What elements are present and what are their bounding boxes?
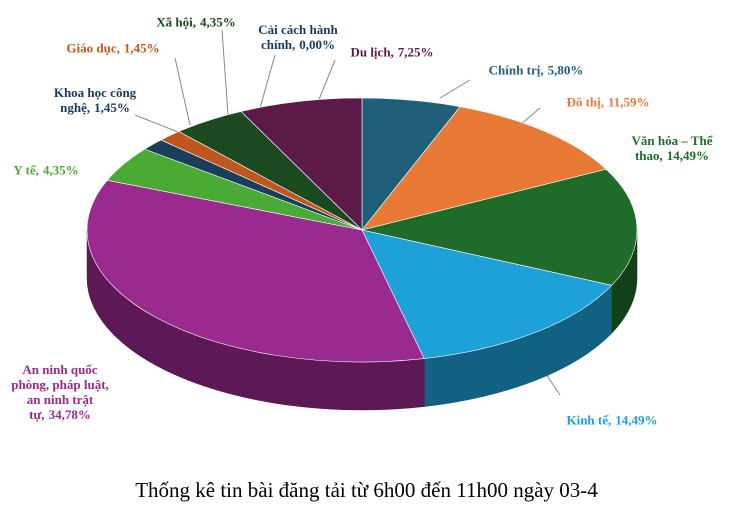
leader-line (221, 29, 229, 116)
category-label: Đô thị, (566, 94, 604, 110)
chart-title: Thống kê tin bài đăng tải từ 6h00 đến 11… (135, 478, 598, 502)
category-label: Y tế, (13, 162, 39, 178)
slice-label: Cải cách hành chính, 0,00% (223, 22, 373, 52)
slice-label: Chính trị, 5,80% (461, 63, 611, 78)
slice (361, 106, 607, 231)
category-label: Cải cách hành chính, (258, 22, 338, 52)
category-label: Xã hội, (156, 14, 196, 30)
slice-label: Xã hội, 4,35% (136, 15, 256, 30)
value-label: 14,49% (615, 412, 658, 428)
value-label: 4,35% (199, 14, 236, 30)
value-label: 4,35% (42, 162, 79, 178)
leader-line (317, 59, 336, 103)
value-label: 5,80% (547, 62, 584, 78)
value-label: 0,00% (299, 37, 336, 52)
category-label: An ninh quốc phòng, pháp luật, an ninh t… (11, 362, 109, 422)
leader-line (174, 57, 191, 126)
value-label: 7,25% (397, 44, 434, 60)
slice-label: Giáo dục, 1,45% (53, 41, 173, 56)
slice-label: Đô thị, 11,59% (548, 95, 668, 110)
category-label: Kinh tế, (566, 412, 612, 428)
category-label: Khoa học công nghệ, (53, 85, 137, 115)
value-label: 14,49% (666, 148, 710, 163)
leader-line (439, 79, 471, 99)
slice-label: Y tế, 4,35% (0, 163, 106, 178)
slice (240, 97, 363, 231)
value-label: 1,45% (94, 100, 130, 115)
slice-label: Du lịch, 7,25% (332, 45, 452, 60)
slice-label: Văn hóa – Thể thao, 14,49% (602, 133, 733, 163)
value-label: 1,45% (123, 40, 160, 56)
leader-line (259, 54, 276, 109)
leader-lines (134, 29, 561, 396)
category-label: Giáo dục, (66, 40, 120, 56)
slice (361, 229, 613, 359)
slice-label: Khoa học công nghệ, 1,45% (50, 85, 140, 115)
category-label: Chính trị, (488, 62, 544, 78)
category-label: Văn hóa – Thể thao, (631, 133, 713, 163)
slice-label: An ninh quốc phòng, pháp luật, an ninh t… (10, 362, 110, 422)
value-label: 11,59% (608, 94, 650, 110)
category-label: Du lịch, (350, 44, 394, 60)
slice-label: Kinh tế, 14,49% (542, 413, 682, 428)
leader-line (134, 114, 179, 133)
leader-line (519, 107, 541, 126)
slice (361, 168, 638, 286)
value-label: 34,78% (48, 407, 91, 422)
